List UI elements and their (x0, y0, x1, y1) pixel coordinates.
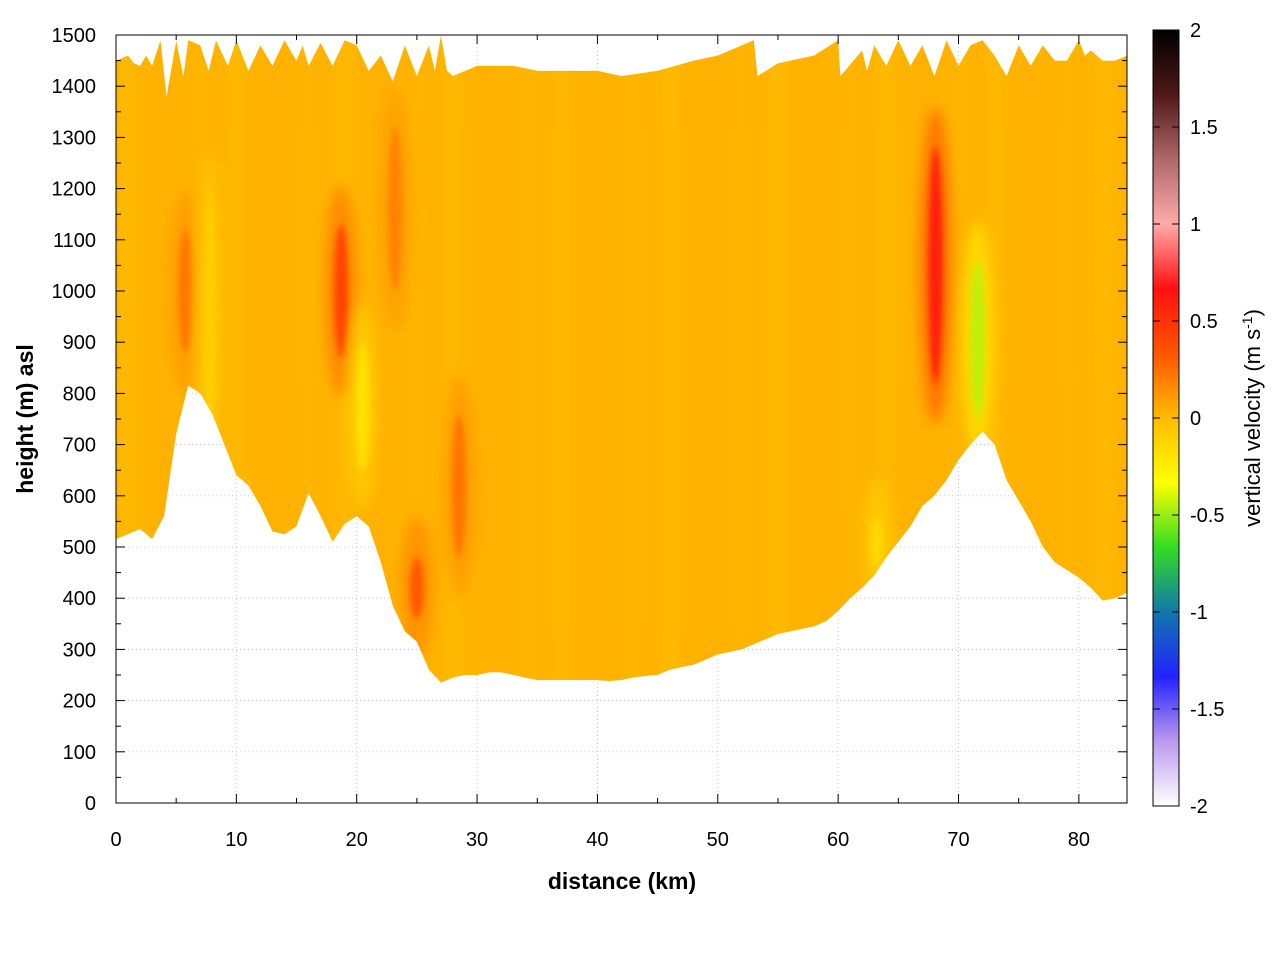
colorbar-ticks: 2 1.5 1 0.5 0 -0.5 -1 -1.5 -2 (1153, 20, 1224, 818)
velocity-field (116, 35, 1127, 683)
y-tick-label: 1100 (53, 230, 96, 252)
field-streak (733, 35, 750, 683)
y-axis-title: height (m) asl (12, 344, 38, 494)
field-streak (192, 35, 209, 683)
y-tick-label: 200 (63, 691, 96, 713)
velocity-feature (388, 127, 403, 291)
y-tick-label: 100 (63, 742, 96, 764)
x-tick-label: 40 (586, 829, 608, 851)
velocity-feature (928, 147, 943, 384)
colorbar-tick-label: -0.5 (1190, 505, 1224, 527)
y-tick-label: 500 (63, 537, 96, 559)
x-axis-title: distance (km) (548, 868, 696, 894)
x-tick-label: 80 (1068, 829, 1090, 851)
field-streak (1022, 35, 1039, 683)
field-streak (1094, 35, 1111, 683)
velocity-feature (970, 260, 985, 420)
velocity-feature (409, 557, 424, 619)
x-tick-label: 0 (110, 829, 121, 851)
y-tick-label: 1000 (52, 281, 97, 303)
x-tick-label: 70 (947, 829, 969, 851)
x-tick-label: 20 (346, 829, 368, 851)
field-streak (842, 35, 859, 683)
field-streak (769, 35, 786, 683)
x-tick-label: 60 (827, 829, 849, 851)
field-streak (1058, 35, 1075, 683)
y-tick-label: 0 (85, 793, 96, 815)
field-streak (156, 35, 173, 683)
axis-ticks (115, 34, 1127, 804)
field-streak (697, 35, 714, 683)
y-tick-label: 1300 (52, 127, 97, 149)
field-streak (300, 35, 317, 683)
colorbar-tick-label: -1 (1190, 602, 1208, 624)
velocity-feature (202, 188, 217, 445)
y-tick-label: 1500 (52, 25, 97, 47)
y-tick-label: 600 (63, 486, 96, 508)
y-axis: 0 100 200 300 400 500 600 700 800 900 1000 1100 1200… (52, 25, 97, 815)
x-tick-label: 30 (466, 829, 488, 851)
field-streak (408, 35, 425, 683)
field-streak (517, 35, 534, 683)
colorbar-tick-label: 0.5 (1190, 311, 1218, 333)
colorbar-tick-label: 1.5 (1190, 117, 1218, 139)
colorbar: 2 1.5 1 0.5 0 -0.5 -1 -1.5 -2 vertical velocity … (1152, 20, 1265, 818)
velocity-feature (178, 229, 193, 353)
y-tick-label: 1200 (52, 179, 97, 201)
x-tick-label: 50 (707, 829, 729, 851)
field-streak (806, 35, 823, 683)
field-streak (878, 35, 895, 683)
colorbar-tick-label: 2 (1190, 20, 1201, 42)
colorbar-title: vertical velocity (m s-1) (1239, 309, 1265, 527)
x-axis: 0 10 20 30 40 50 60 70 80 (110, 829, 1090, 851)
colorbar-tick-label: -2 (1190, 796, 1208, 818)
colorbar-tick-label: -1.5 (1190, 699, 1224, 721)
colorbar-tick-label: 1 (1190, 214, 1201, 236)
x-tick-label: 10 (225, 829, 247, 851)
field-streak (661, 35, 678, 683)
field-streak (625, 35, 642, 683)
field-streak (553, 35, 570, 683)
y-tick-label: 1400 (52, 76, 97, 98)
y-tick-label: 300 (63, 639, 96, 661)
velocity-feature (334, 224, 349, 358)
y-tick-label: 700 (63, 435, 96, 457)
y-tick-label: 800 (63, 383, 96, 405)
field-streak (120, 35, 137, 683)
y-tick-label: 900 (63, 332, 96, 354)
field-streak (481, 35, 498, 683)
field-streak (264, 35, 281, 683)
colorbar-tick-label: 0 (1190, 408, 1201, 430)
y-tick-label: 400 (63, 588, 96, 610)
velocity-feature (355, 342, 370, 471)
field-streak (589, 35, 606, 683)
velocity-feature (452, 413, 467, 558)
velocity-feature (869, 516, 884, 568)
